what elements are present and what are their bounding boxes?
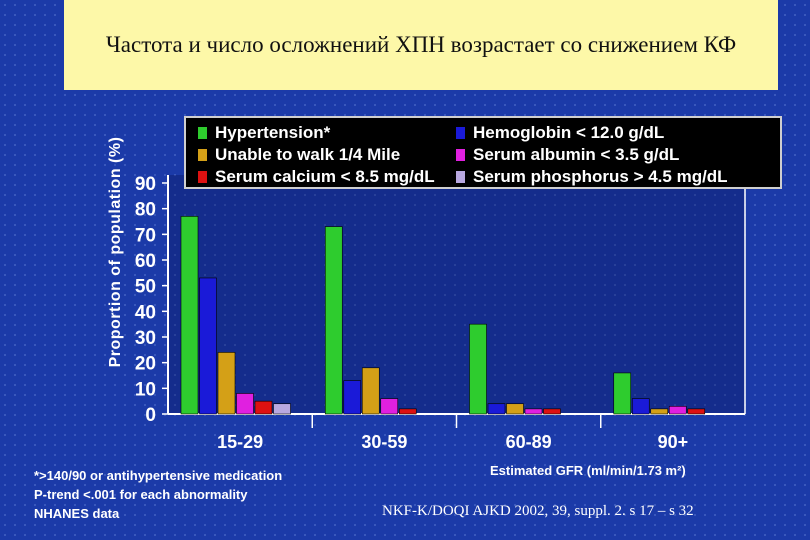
y-axis-label: Proportion of population (%) (107, 136, 124, 368)
bar (524, 408, 543, 415)
bar (650, 408, 669, 415)
y-tick-label: 70 (135, 225, 156, 246)
legend-label: Serum albumin < 3.5 g/dL (473, 145, 680, 164)
bar (273, 403, 291, 415)
y-tick-label: 30 (135, 328, 156, 349)
y-tick-label: 80 (135, 200, 156, 221)
bar (613, 372, 632, 415)
legend-item-phosphorus: Serum phosphorus > 4.5 mg/dL (456, 167, 728, 187)
legend-swatch (198, 171, 207, 183)
legend-item-walk: Unable to walk 1/4 Mile (198, 145, 400, 165)
legend-label: Unable to walk 1/4 Mile (215, 145, 401, 164)
bar (687, 408, 706, 415)
bar (254, 400, 273, 415)
legend-label: Hemoglobin < 12.0 g/dL (473, 123, 665, 142)
legend-swatch (456, 149, 465, 161)
legend-swatch (198, 149, 207, 161)
y-tick-label: 40 (135, 302, 156, 323)
legend-label: Serum phosphorus > 4.5 mg/dL (473, 167, 728, 186)
bar (506, 403, 524, 415)
y-tick-label: 20 (135, 354, 156, 375)
legend-label: Hypertension* (215, 123, 331, 142)
legend-label: Serum calcium < 8.5 mg/dL (215, 167, 435, 186)
x-tick-label: 30-59 (361, 432, 407, 452)
footnote-line: NHANES data (34, 506, 120, 521)
bar (380, 398, 399, 415)
legend-swatch (198, 127, 207, 139)
legend-item-calcium: Serum calcium < 8.5 mg/dL (198, 167, 435, 187)
legend-item-hemoglobin: Hemoglobin < 12.0 g/dL (456, 123, 664, 143)
bar (631, 398, 650, 415)
footnote-line: P-trend <.001 for each abnormality (34, 487, 248, 502)
bar (180, 216, 199, 415)
y-tick-label: 0 (145, 405, 156, 426)
bar (469, 323, 487, 415)
x-tick-label: 90+ (658, 432, 689, 452)
legend-swatch (456, 127, 465, 139)
chart-legend: Hypertension* Hemoglobin < 12.0 g/dL Una… (184, 116, 782, 189)
bar (324, 226, 343, 415)
y-tick-label: 90 (135, 174, 156, 195)
bar (668, 405, 687, 415)
x-tick-label: 15-29 (217, 432, 263, 452)
bar (236, 393, 254, 415)
x-axis-label: Estimated GFR (ml/min/1.73 m²) (490, 463, 686, 478)
bar (199, 277, 217, 415)
legend-item-hypertension: Hypertension* (198, 123, 330, 143)
y-tick-label: 60 (135, 251, 156, 272)
bar (361, 367, 380, 415)
bar (543, 408, 561, 415)
plot-area (168, 175, 745, 414)
bar (343, 380, 362, 415)
bar (217, 352, 236, 415)
y-tick-label: 10 (135, 379, 156, 400)
footnote-line: *>140/90 or antihypertensive medication (34, 468, 283, 483)
bar (398, 408, 417, 415)
citation: NKF-K/DOQI AJKD 2002, 39, suppl. 2. s 17… (382, 503, 694, 519)
legend-swatch (456, 171, 465, 183)
title-box: Частота и число осложнений ХПН возрастае… (64, 0, 778, 90)
x-tick-label: 60-89 (506, 432, 552, 452)
bar (487, 403, 506, 415)
slide-title: Частота и число осложнений ХПН возрастае… (105, 32, 737, 57)
footnote: *>140/90 or antihypertensive medication … (34, 466, 282, 523)
legend-item-albumin: Serum albumin < 3.5 g/dL (456, 145, 679, 165)
y-tick-label: 50 (135, 277, 156, 298)
